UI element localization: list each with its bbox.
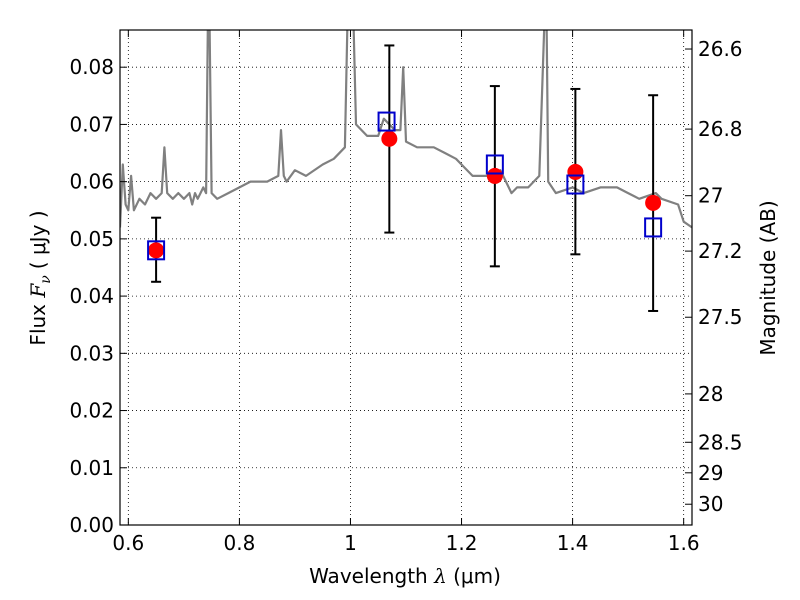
model-square	[566, 174, 585, 195]
x-tick-label: 1.6	[668, 531, 700, 555]
model-spectrum-line	[120, 30, 692, 229]
plot-frame	[119, 29, 693, 526]
y2-tick-label: 27.5	[698, 305, 743, 329]
observed-point	[148, 242, 165, 259]
y2-tick-label: 27	[698, 184, 723, 208]
model-square	[644, 217, 663, 238]
y2-tick-label: 30	[698, 492, 723, 516]
y2-tick-label: 26.6	[698, 37, 743, 61]
x-tick-label: 1.2	[446, 531, 478, 555]
y-axis-ticks: 0.00 0.01 0.02 0.03 0.04 0.05 0.06 0.07 0.08	[69, 55, 127, 537]
model-square	[485, 154, 504, 175]
y2-tick-label: 29	[698, 461, 723, 485]
observed-point	[486, 167, 503, 184]
y2-axis-label: Magnitude (AB)	[756, 200, 780, 355]
x-axis-label: Wavelength λ (μm)	[309, 564, 501, 588]
x-tick-label: 1.4	[557, 531, 589, 555]
y-tick-label: 0.03	[69, 341, 114, 365]
model-square	[147, 240, 166, 261]
x-tick-label: 0.8	[223, 531, 255, 555]
observed-point	[381, 130, 398, 147]
grid	[120, 30, 692, 526]
x-tick-label: 1	[344, 531, 357, 555]
y-tick-label: 0.02	[69, 399, 114, 423]
y-tick-label: 0.00	[69, 513, 114, 537]
photometry-layer	[147, 44, 663, 312]
x-axis-ticks: 0.6 0.8 1 1.2 1.4 1.6	[112, 30, 700, 555]
y-tick-label: 0.06	[69, 170, 114, 194]
y-tick-label: 0.08	[69, 55, 114, 79]
y2-tick-label: 28	[698, 382, 723, 406]
y-tick-label: 0.04	[69, 284, 114, 308]
observed-point	[645, 194, 662, 211]
y2-axis-ticks: 26.6 26.8 27 27.2 27.5 28 28.5 29 30	[685, 37, 743, 516]
axes-frame	[119, 29, 693, 526]
y2-tick-label: 26.8	[698, 117, 743, 141]
y2-tick-label: 27.2	[698, 239, 743, 263]
y-tick-label: 0.07	[69, 112, 114, 136]
x-tick-label: 0.6	[112, 531, 144, 555]
spectrum-layer	[120, 30, 692, 229]
y-tick-label: 0.01	[69, 456, 114, 480]
model-square	[377, 111, 396, 132]
observed-point	[567, 163, 584, 180]
y-axis-label: Flux Fν( μJy )	[26, 210, 54, 345]
y2-tick-label: 28.5	[698, 430, 743, 454]
y-tick-label: 0.05	[69, 227, 114, 251]
